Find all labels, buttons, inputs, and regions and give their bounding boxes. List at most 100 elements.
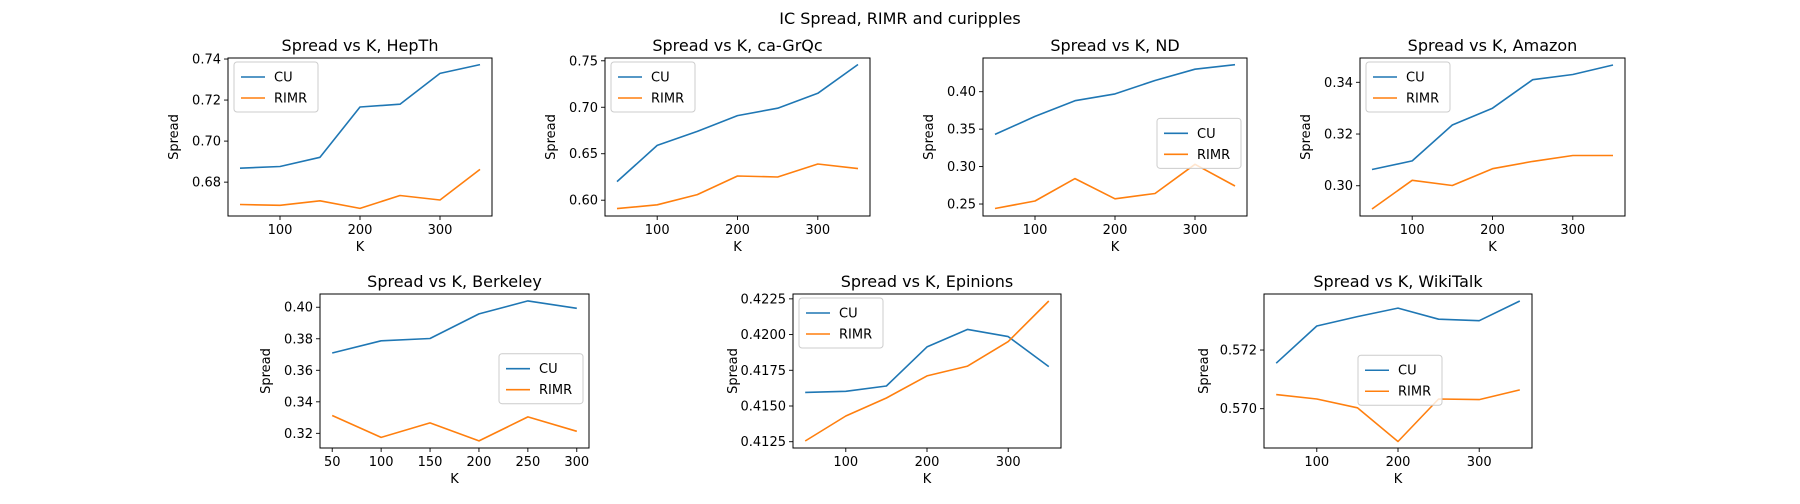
panel-berkeley: Spread vs K, Berkeley 50 100 150 200 250 300 0.… <box>259 272 590 487</box>
legend-label-cu: CU <box>651 71 670 86</box>
y-axis-label: Spread <box>726 348 741 394</box>
legend-label-rimr: RIMR <box>1406 92 1439 107</box>
y-tick-label: 0.34 <box>284 395 313 410</box>
y-tick-label: 0.30 <box>947 160 976 175</box>
y-tick-label: 0.72 <box>192 94 221 109</box>
legend-box <box>233 61 319 113</box>
series-line-cu <box>332 300 577 354</box>
y-axis-label: Spread <box>167 114 182 160</box>
legend-box <box>610 61 696 113</box>
legend: CU RIMR <box>233 61 319 113</box>
x-axis-label: K <box>1111 240 1120 255</box>
x-tick-label: 300 <box>1183 223 1208 238</box>
x-tick-label: 300 <box>996 455 1021 470</box>
y-tick-label: 0.4125 <box>741 435 787 450</box>
series-line-rimr <box>331 414 578 442</box>
legend-label-rimr: RIMR <box>539 383 572 398</box>
y-axis-label: Spread <box>259 348 274 394</box>
y-axis-label: Spread <box>1197 348 1212 394</box>
y-tick-label: 0.60 <box>569 194 598 209</box>
series-line-rimr <box>1276 389 1520 443</box>
legend-label-cu: CU <box>1406 71 1425 86</box>
x-tick-label: 300 <box>1560 223 1585 238</box>
series-line-cu <box>1275 300 1521 364</box>
panel-title: Spread vs K, Berkeley <box>367 272 542 291</box>
panel-title: Spread vs K, Epinions <box>841 272 1014 291</box>
x-tick-label: 300 <box>1467 455 1492 470</box>
panel-wikitalk: Spread vs K, WikiTalk 100 200 300 0.570 0.572… <box>1197 272 1533 487</box>
x-tick-label: 200 <box>1386 455 1411 470</box>
x-tick-label: 100 <box>833 455 858 470</box>
x-axis-label: K <box>733 240 742 255</box>
figure-suptitle: IC Spread, RIMR and curipples <box>779 9 1020 28</box>
x-tick-label: 200 <box>348 223 373 238</box>
y-tick-label: 0.70 <box>569 101 598 116</box>
axes-frame <box>1263 293 1533 449</box>
legend: CU RIMR <box>610 61 696 113</box>
x-tick-label: 200 <box>1480 223 1505 238</box>
y-tick-label: 0.70 <box>192 135 221 150</box>
legend-box <box>1357 354 1443 406</box>
x-axis-label: K <box>1394 472 1403 487</box>
series-line-rimr <box>994 163 1236 210</box>
axes-frame <box>319 293 590 449</box>
series-line-rimr <box>239 168 481 210</box>
x-tick-label: 250 <box>515 455 540 470</box>
x-tick-label: 200 <box>725 223 750 238</box>
legend-label-rimr: RIMR <box>651 92 684 107</box>
y-tick-label: 0.40 <box>284 301 313 316</box>
y-tick-label: 0.25 <box>947 198 976 213</box>
legend-label-rimr: RIMR <box>274 92 307 107</box>
legend: CU RIMR <box>1156 117 1242 169</box>
x-tick-label: 300 <box>564 455 589 470</box>
y-tick-label: 0.4175 <box>741 364 787 379</box>
x-tick-label: 100 <box>369 455 394 470</box>
axes-frame <box>792 293 1062 449</box>
legend-box <box>1156 117 1242 169</box>
y-tick-label: 0.4150 <box>741 400 787 415</box>
panel-amazon: Spread vs K, Amazon 100 200 300 0.30 0.32 0.34… <box>1299 36 1626 255</box>
axes-frame <box>1359 57 1626 217</box>
x-tick-label: 100 <box>1400 223 1425 238</box>
x-tick-label: 100 <box>645 223 670 238</box>
panel-title: Spread vs K, Amazon <box>1408 36 1578 55</box>
x-tick-label: 50 <box>324 455 341 470</box>
y-tick-label: 0.572 <box>1220 344 1257 359</box>
y-tick-label: 0.75 <box>569 54 598 69</box>
panel-ca-grqc: Spread vs K, ca-GrQc 100 200 300 0.60 0.65 0.7… <box>544 36 871 255</box>
y-tick-label: 0.32 <box>284 427 313 442</box>
panel-epinions: Spread vs K, Epinions 100 200 300 0.4125 0.41… <box>726 272 1062 487</box>
x-tick-label: 150 <box>418 455 443 470</box>
x-tick-label: 200 <box>467 455 492 470</box>
y-tick-label: 0.65 <box>569 147 598 162</box>
legend-label-cu: CU <box>1398 364 1417 379</box>
y-tick-label: 0.32 <box>1324 128 1353 143</box>
legend: CU RIMR <box>498 353 584 405</box>
panel-hepth: Spread vs K, HepTh 100 200 300 0.68 0.70 0.72 0… <box>167 36 493 255</box>
y-tick-label: 0.4200 <box>741 328 787 343</box>
axes-frame <box>982 57 1248 217</box>
legend-label-cu: CU <box>539 362 558 377</box>
y-axis-label: Spread <box>544 114 559 160</box>
legend-box <box>1365 61 1451 113</box>
y-tick-label: 0.40 <box>947 85 976 100</box>
y-tick-label: 0.36 <box>284 364 313 379</box>
legend-box <box>798 297 884 349</box>
legend-label-cu: CU <box>274 71 293 86</box>
axes-frame <box>604 57 871 217</box>
x-axis-label: K <box>356 240 365 255</box>
panel-title: Spread vs K, HepTh <box>282 36 439 55</box>
series-line-cu <box>805 328 1050 394</box>
y-tick-label: 0.35 <box>947 123 976 138</box>
series-line-rimr <box>1371 154 1613 210</box>
legend: CU RIMR <box>798 297 884 349</box>
y-tick-label: 0.34 <box>1324 76 1353 91</box>
x-axis-label: K <box>1488 240 1497 255</box>
x-axis-label: K <box>923 472 932 487</box>
x-tick-label: 200 <box>1103 223 1128 238</box>
y-tick-label: 0.74 <box>192 53 221 68</box>
legend-label-rimr: RIMR <box>1398 385 1431 400</box>
series-line-rimr <box>804 300 1050 442</box>
y-axis-label: Spread <box>922 114 937 160</box>
